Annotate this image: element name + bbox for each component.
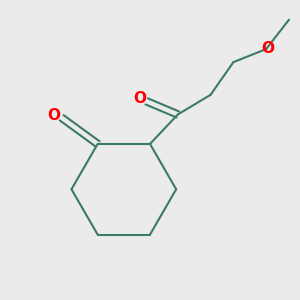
Text: O: O [133,91,146,106]
Text: O: O [261,41,274,56]
Text: O: O [47,108,60,123]
